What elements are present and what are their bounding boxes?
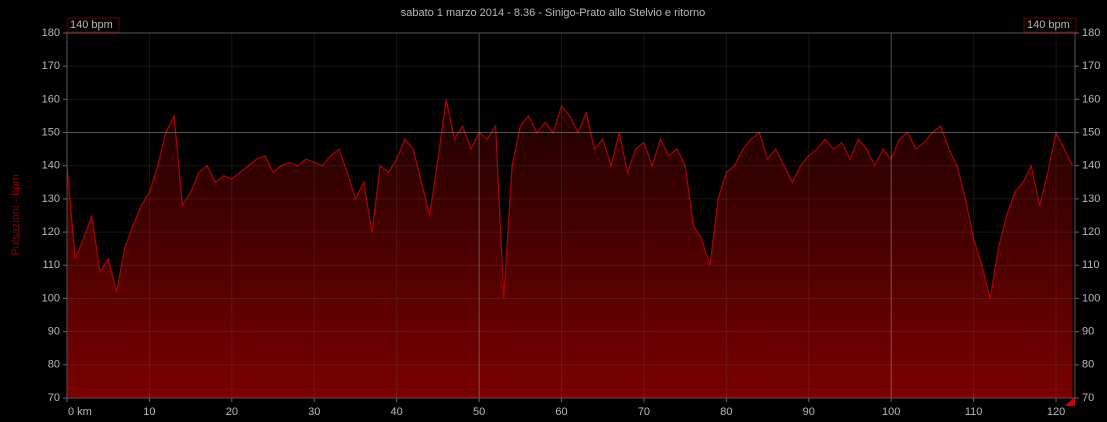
y2-tick-label: 90 xyxy=(1082,326,1094,338)
annotation: 140 bpm xyxy=(1027,19,1070,31)
y-tick-label: 110 xyxy=(42,259,60,271)
x-tick-label: 120 xyxy=(1047,406,1065,418)
x-tick-label: 60 xyxy=(555,406,567,418)
x-tick-label: 20 xyxy=(226,406,238,418)
y2-tick-label: 70 xyxy=(1082,392,1094,404)
area xyxy=(67,99,1073,399)
x-tick-label: 90 xyxy=(803,406,815,418)
y-tick-label: 120 xyxy=(42,226,60,238)
y-tick-label: 170 xyxy=(42,60,60,72)
annotation-box xyxy=(1023,17,1077,33)
x-tick-label: 50 xyxy=(473,406,485,418)
x-tick-label: 100 xyxy=(882,406,900,418)
y2-tick-label: 100 xyxy=(1082,292,1100,304)
x-tick-label: 80 xyxy=(720,406,732,418)
y-tick-label: 90 xyxy=(48,326,60,338)
annotation-box xyxy=(66,17,120,33)
x-tick-label: 110 xyxy=(965,406,983,418)
y-axis-label: Pulsazioni - bpm xyxy=(10,174,22,255)
y2-tick-label: 120 xyxy=(1082,226,1100,238)
y2-tick-label: 150 xyxy=(1082,126,1100,138)
y-tick-label: 140 xyxy=(42,160,60,172)
chart-title: sabato 1 marzo 2014 - 8.36 - Sinigo-Prat… xyxy=(401,7,706,19)
y-tick-label: 180 xyxy=(42,27,60,39)
y2-tick-label: 130 xyxy=(1082,193,1100,205)
y2-tick-label: 160 xyxy=(1082,93,1100,105)
x-tick-label: 0 km xyxy=(68,406,92,418)
x-tick-label: 40 xyxy=(391,406,403,418)
y-tick-label: 80 xyxy=(48,359,60,371)
plot-frame xyxy=(66,32,1076,399)
y-tick-label: 100 xyxy=(42,292,60,304)
y-tick-label: 160 xyxy=(42,93,60,105)
x-tick-label: 10 xyxy=(143,406,155,418)
y-tick-label: 130 xyxy=(42,193,60,205)
x-tick-label: 30 xyxy=(308,406,320,418)
y2-tick-label: 180 xyxy=(1082,27,1100,39)
y-tick-label: 150 xyxy=(42,126,60,138)
line xyxy=(66,99,1074,299)
y-tick-label: 70 xyxy=(48,392,60,404)
y2-tick-label: 80 xyxy=(1082,359,1094,371)
y2-tick-label: 170 xyxy=(1082,60,1100,72)
y2-tick-label: 140 xyxy=(1082,160,1100,172)
y2-tick-label: 110 xyxy=(1082,259,1100,271)
x-tick-label: 70 xyxy=(638,406,650,418)
annotation: 140 bpm xyxy=(70,19,113,31)
